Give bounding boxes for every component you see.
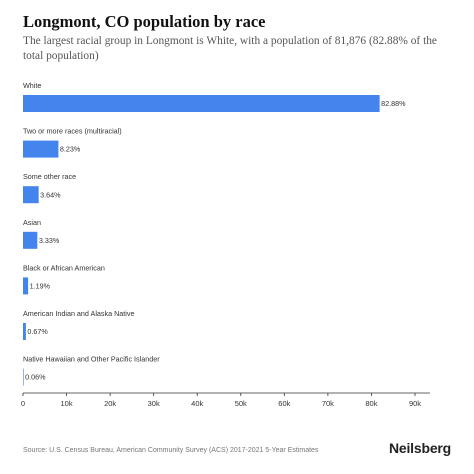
data-label: 82.88%: [381, 99, 406, 108]
x-tick-label: 90k: [409, 399, 421, 408]
bar: [23, 277, 29, 295]
data-label: 3.64%: [40, 190, 61, 199]
category-label: Asian: [23, 218, 41, 227]
category-label: Some other race: [23, 172, 76, 181]
bar: [23, 368, 24, 386]
category-label: American Indian and Alaska Native: [23, 309, 134, 318]
x-tick-label: 10k: [61, 399, 73, 408]
bar: [23, 95, 380, 112]
data-label: 3.33%: [39, 236, 60, 245]
data-label: 1.19%: [30, 282, 51, 291]
bar: [23, 140, 59, 158]
bar: [23, 186, 39, 204]
x-tick-label: 60k: [278, 399, 290, 408]
data-label: 8.23%: [60, 145, 81, 154]
category-label: Black or African American: [23, 263, 105, 272]
data-label: 0.67%: [27, 327, 48, 336]
x-tick-label: 30k: [148, 399, 160, 408]
brand-logo: Neilsberg: [389, 440, 451, 456]
data-label: 0.06%: [25, 373, 46, 382]
category-label: White: [23, 81, 41, 90]
category-label: Native Hawaiian and Other Pacific Island…: [23, 355, 160, 364]
chart-subtitle: The largest racial group in Longmont is …: [23, 35, 437, 62]
x-tick-label: 20k: [104, 399, 116, 408]
x-tick-label: 0: [21, 399, 25, 408]
source-note: Source: U.S. Census Bureau, American Com…: [23, 447, 319, 454]
bar: [23, 323, 26, 340]
bar: [23, 231, 38, 249]
x-tick-label: 50k: [235, 399, 247, 408]
category-label: Two or more races (multiracial): [23, 127, 122, 136]
x-tick-label: 40k: [191, 399, 203, 408]
chart-title: Longmont, CO population by race: [23, 12, 266, 31]
x-tick-label: 70k: [322, 399, 334, 408]
x-tick-label: 80k: [365, 399, 377, 408]
